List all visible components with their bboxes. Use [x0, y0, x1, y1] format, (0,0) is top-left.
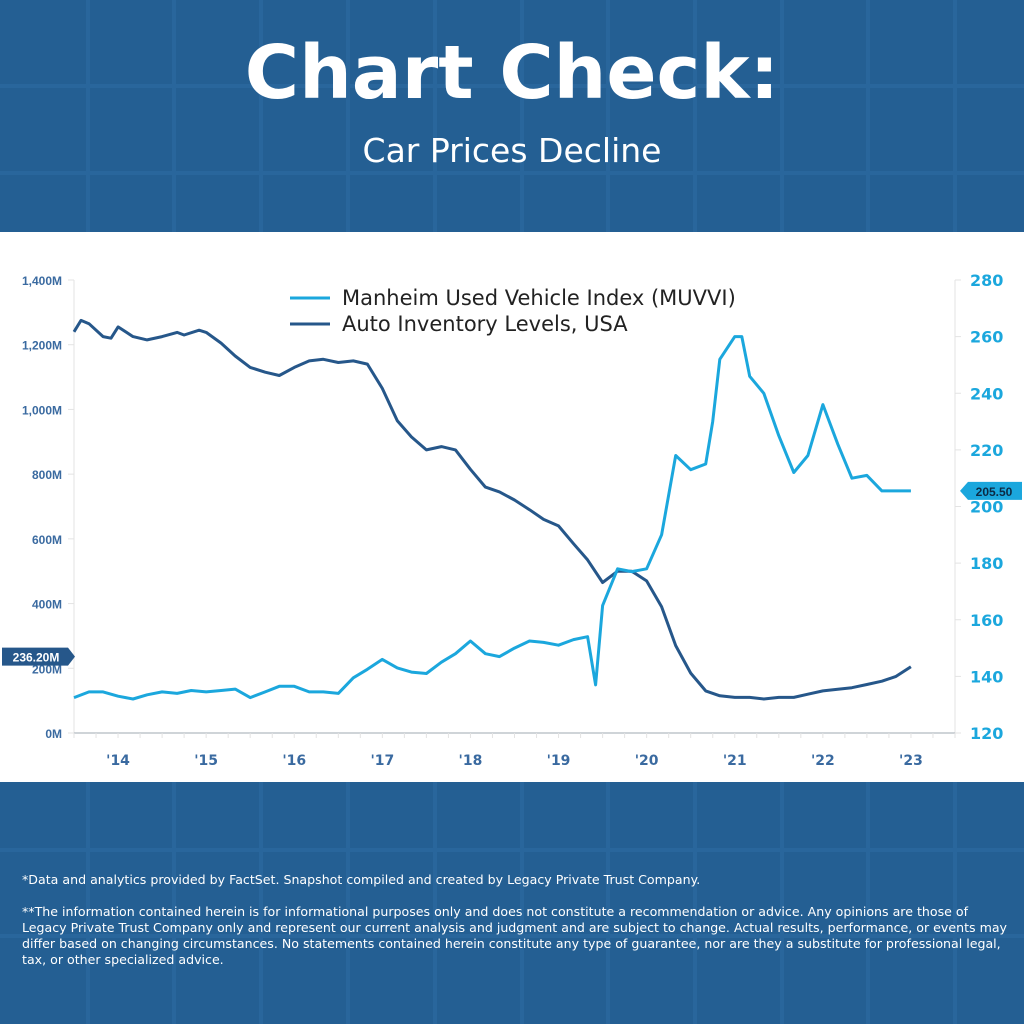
right-tick-label: 160	[970, 611, 1003, 630]
legend-label-muvvi: Manheim Used Vehicle Index (MUVVI)	[342, 286, 736, 310]
inventory-series-line	[72, 318, 912, 701]
page-title: Chart Check:	[244, 30, 780, 116]
left-tick-label: 600M	[32, 533, 62, 547]
x-tick-label: '18	[459, 753, 483, 769]
legend-label-inventory: Auto Inventory Levels, USA	[342, 312, 628, 336]
inventory-last-value-label: 236.20M	[13, 651, 60, 665]
x-tick-label: '23	[899, 753, 923, 769]
right-tick-label: 220	[970, 441, 1003, 460]
page-subtitle: Car Prices Decline	[362, 131, 662, 170]
x-tick-label: '14	[106, 753, 130, 769]
right-tick-label: 260	[970, 328, 1003, 347]
muvvi-series-line	[73, 335, 911, 701]
x-tick-label: '17	[370, 753, 394, 769]
muvvi-last-value-badge	[960, 481, 1022, 500]
left-tick-label: 1,200M	[22, 339, 62, 353]
disclaimer-note: **The information contained herein is fo…	[22, 904, 1008, 967]
right-tick-label: 280	[970, 271, 1003, 290]
header: Chart Check: Car Prices Decline	[0, 0, 1024, 232]
line-chart: 0M 200M 400M 600M 800M 1,000M 1,200M 1,400M 120 1…	[2, 271, 1022, 769]
right-tick-label: 180	[970, 554, 1003, 573]
right-tick-label: 140	[970, 667, 1003, 686]
chart-panel: 0M 200M 400M 600M 800M 1,000M 1,200M 1,400M 120 1…	[0, 232, 1024, 782]
right-tick-label: 120	[970, 724, 1003, 743]
inventory-last-value-badge	[2, 647, 75, 666]
left-tick-label: 1,000M	[22, 403, 62, 417]
x-tick-label: '16	[282, 753, 306, 769]
data-source-note: *Data and analytics provided by FactSet.…	[22, 872, 701, 887]
right-tick-label: 240	[970, 384, 1003, 403]
x-tick-label: '21	[723, 753, 747, 769]
left-tick-label: 200M	[32, 662, 62, 676]
left-tick-label: 400M	[32, 598, 62, 612]
x-tick-label: '22	[811, 753, 835, 769]
footnotes: *Data and analytics provided by FactSet.…	[22, 872, 1012, 984]
x-tick-label: '20	[635, 753, 659, 769]
x-tick-label: '19	[547, 753, 571, 769]
left-tick-label: 0M	[45, 727, 62, 741]
left-tick-label: 1,400M	[22, 274, 62, 288]
x-tick-label: '15	[194, 753, 218, 769]
muvvi-last-value-label: 205.50	[976, 485, 1013, 499]
left-tick-label: 800M	[32, 468, 62, 482]
right-tick-label: 200	[970, 498, 1003, 517]
legend: Manheim Used Vehicle Index (MUVVI) Auto …	[290, 286, 736, 336]
